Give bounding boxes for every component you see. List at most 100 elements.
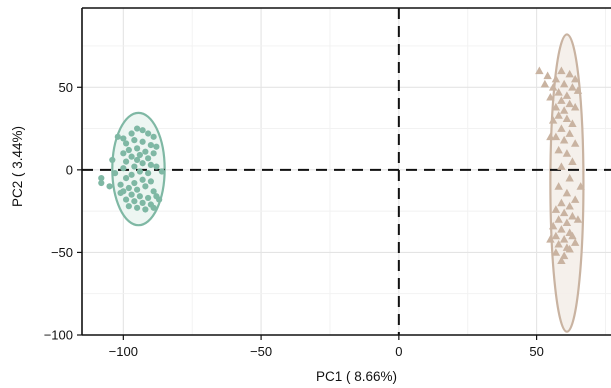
data-point-series-1 xyxy=(150,188,157,195)
data-point-series-2 xyxy=(570,139,580,147)
data-points xyxy=(98,66,585,265)
x-tick-label: 0 xyxy=(395,344,402,359)
data-point-series-2 xyxy=(565,129,574,137)
data-point-series-2 xyxy=(576,182,585,190)
data-point-series-2 xyxy=(557,198,566,207)
data-point-series-1 xyxy=(122,158,130,165)
data-point-series-2 xyxy=(551,205,561,213)
x-tick-label: −100 xyxy=(109,344,138,359)
data-point-series-2 xyxy=(562,91,572,99)
data-point-series-1 xyxy=(158,168,166,175)
data-point-series-2 xyxy=(557,162,566,170)
data-point-series-2 xyxy=(557,225,566,233)
y-tick-label: −50 xyxy=(51,245,73,260)
data-point-series-2 xyxy=(568,231,577,240)
data-point-series-2 xyxy=(557,256,566,265)
data-point-series-1 xyxy=(139,160,146,167)
y-tick-label: 50 xyxy=(59,80,73,95)
data-point-series-2 xyxy=(562,218,572,227)
data-point-series-2 xyxy=(548,221,558,230)
data-point-series-1 xyxy=(134,204,141,211)
data-point-series-1 xyxy=(106,183,113,190)
data-point-series-1 xyxy=(134,145,141,152)
data-point-series-2 xyxy=(570,102,580,111)
reference-lines xyxy=(82,8,611,335)
data-point-series-1 xyxy=(142,148,149,155)
confidence-ellipses xyxy=(111,33,585,333)
data-point-series-2 xyxy=(565,69,574,78)
y-tick-label: −100 xyxy=(44,328,73,343)
axis-ticks: −100 −50 0 50 50 0 −50 −100 xyxy=(44,80,544,359)
data-point-series-1 xyxy=(117,189,124,197)
data-point-series-1 xyxy=(139,199,146,206)
data-point-series-2 xyxy=(559,79,569,88)
data-point-series-2 xyxy=(573,215,583,223)
data-point-series-1 xyxy=(98,175,105,182)
data-point-series-1 xyxy=(153,143,160,150)
data-point-series-2 xyxy=(568,83,577,91)
data-point-series-1 xyxy=(120,150,127,157)
data-point-series-1 xyxy=(109,156,116,164)
data-point-series-1 xyxy=(122,196,130,203)
data-point-series-2 xyxy=(540,79,550,88)
data-point-series-2 xyxy=(557,66,566,75)
data-point-series-1 xyxy=(111,170,119,177)
y-axis-title: PC2 ( 3.44%) xyxy=(10,126,25,207)
data-point-series-2 xyxy=(554,88,563,96)
data-point-series-2 xyxy=(551,231,561,240)
data-point-series-1 xyxy=(139,127,146,134)
data-point-series-2 xyxy=(551,132,561,141)
data-point-series-1 xyxy=(147,161,154,168)
data-point-series-1 xyxy=(150,204,157,211)
data-point-series-2 xyxy=(554,215,563,223)
data-point-series-2 xyxy=(570,238,580,246)
data-point-series-2 xyxy=(568,157,577,165)
data-point-series-1 xyxy=(134,156,141,164)
data-point-series-1 xyxy=(122,175,130,182)
x-tick-label: 50 xyxy=(529,344,543,359)
data-point-series-1 xyxy=(128,171,135,178)
data-point-series-2 xyxy=(568,211,577,220)
data-point-series-1 xyxy=(131,198,138,205)
data-point-series-1 xyxy=(145,130,152,137)
x-axis-title: PC1 ( 8.66%) xyxy=(316,369,397,384)
data-point-series-2 xyxy=(557,96,566,104)
data-point-series-2 xyxy=(565,99,574,108)
data-point-series-2 xyxy=(554,111,563,119)
data-point-series-1 xyxy=(139,138,146,145)
data-point-series-1 xyxy=(128,153,135,160)
data-point-series-1 xyxy=(134,125,141,132)
data-point-series-1 xyxy=(136,193,143,200)
data-point-series-2 xyxy=(570,74,580,83)
data-point-series-1 xyxy=(153,163,160,170)
plot-frame xyxy=(81,7,611,336)
data-point-series-2 xyxy=(559,106,569,114)
data-point-series-1 xyxy=(125,146,132,154)
data-point-series-1 xyxy=(114,133,121,140)
data-point-series-2 xyxy=(562,149,572,157)
data-point-series-1 xyxy=(142,183,149,190)
data-point-series-1 xyxy=(117,181,124,188)
data-point-series-1 xyxy=(131,179,138,187)
data-point-series-1 xyxy=(131,163,138,170)
data-point-series-2 xyxy=(554,182,563,190)
data-point-series-2 xyxy=(573,86,583,94)
data-point-series-1 xyxy=(150,133,157,140)
data-point-series-1 xyxy=(147,178,154,185)
data-point-series-1 xyxy=(128,130,135,137)
data-point-series-1 xyxy=(98,179,105,187)
data-point-series-2 xyxy=(557,124,566,132)
data-point-series-1 xyxy=(125,184,132,192)
data-point-series-2 xyxy=(548,116,558,124)
data-point-series-2 xyxy=(570,195,580,203)
y-tick-label: 0 xyxy=(66,162,73,177)
data-point-series-2 xyxy=(551,248,561,256)
data-point-series-2 xyxy=(559,135,569,144)
data-point-series-1 xyxy=(120,165,127,172)
data-point-series-2 xyxy=(559,208,569,217)
data-point-series-2 xyxy=(546,132,555,141)
data-point-series-1 xyxy=(145,155,152,162)
data-point-series-2 xyxy=(546,92,555,101)
data-point-series-2 xyxy=(565,173,574,182)
data-point-series-1 xyxy=(145,170,152,177)
